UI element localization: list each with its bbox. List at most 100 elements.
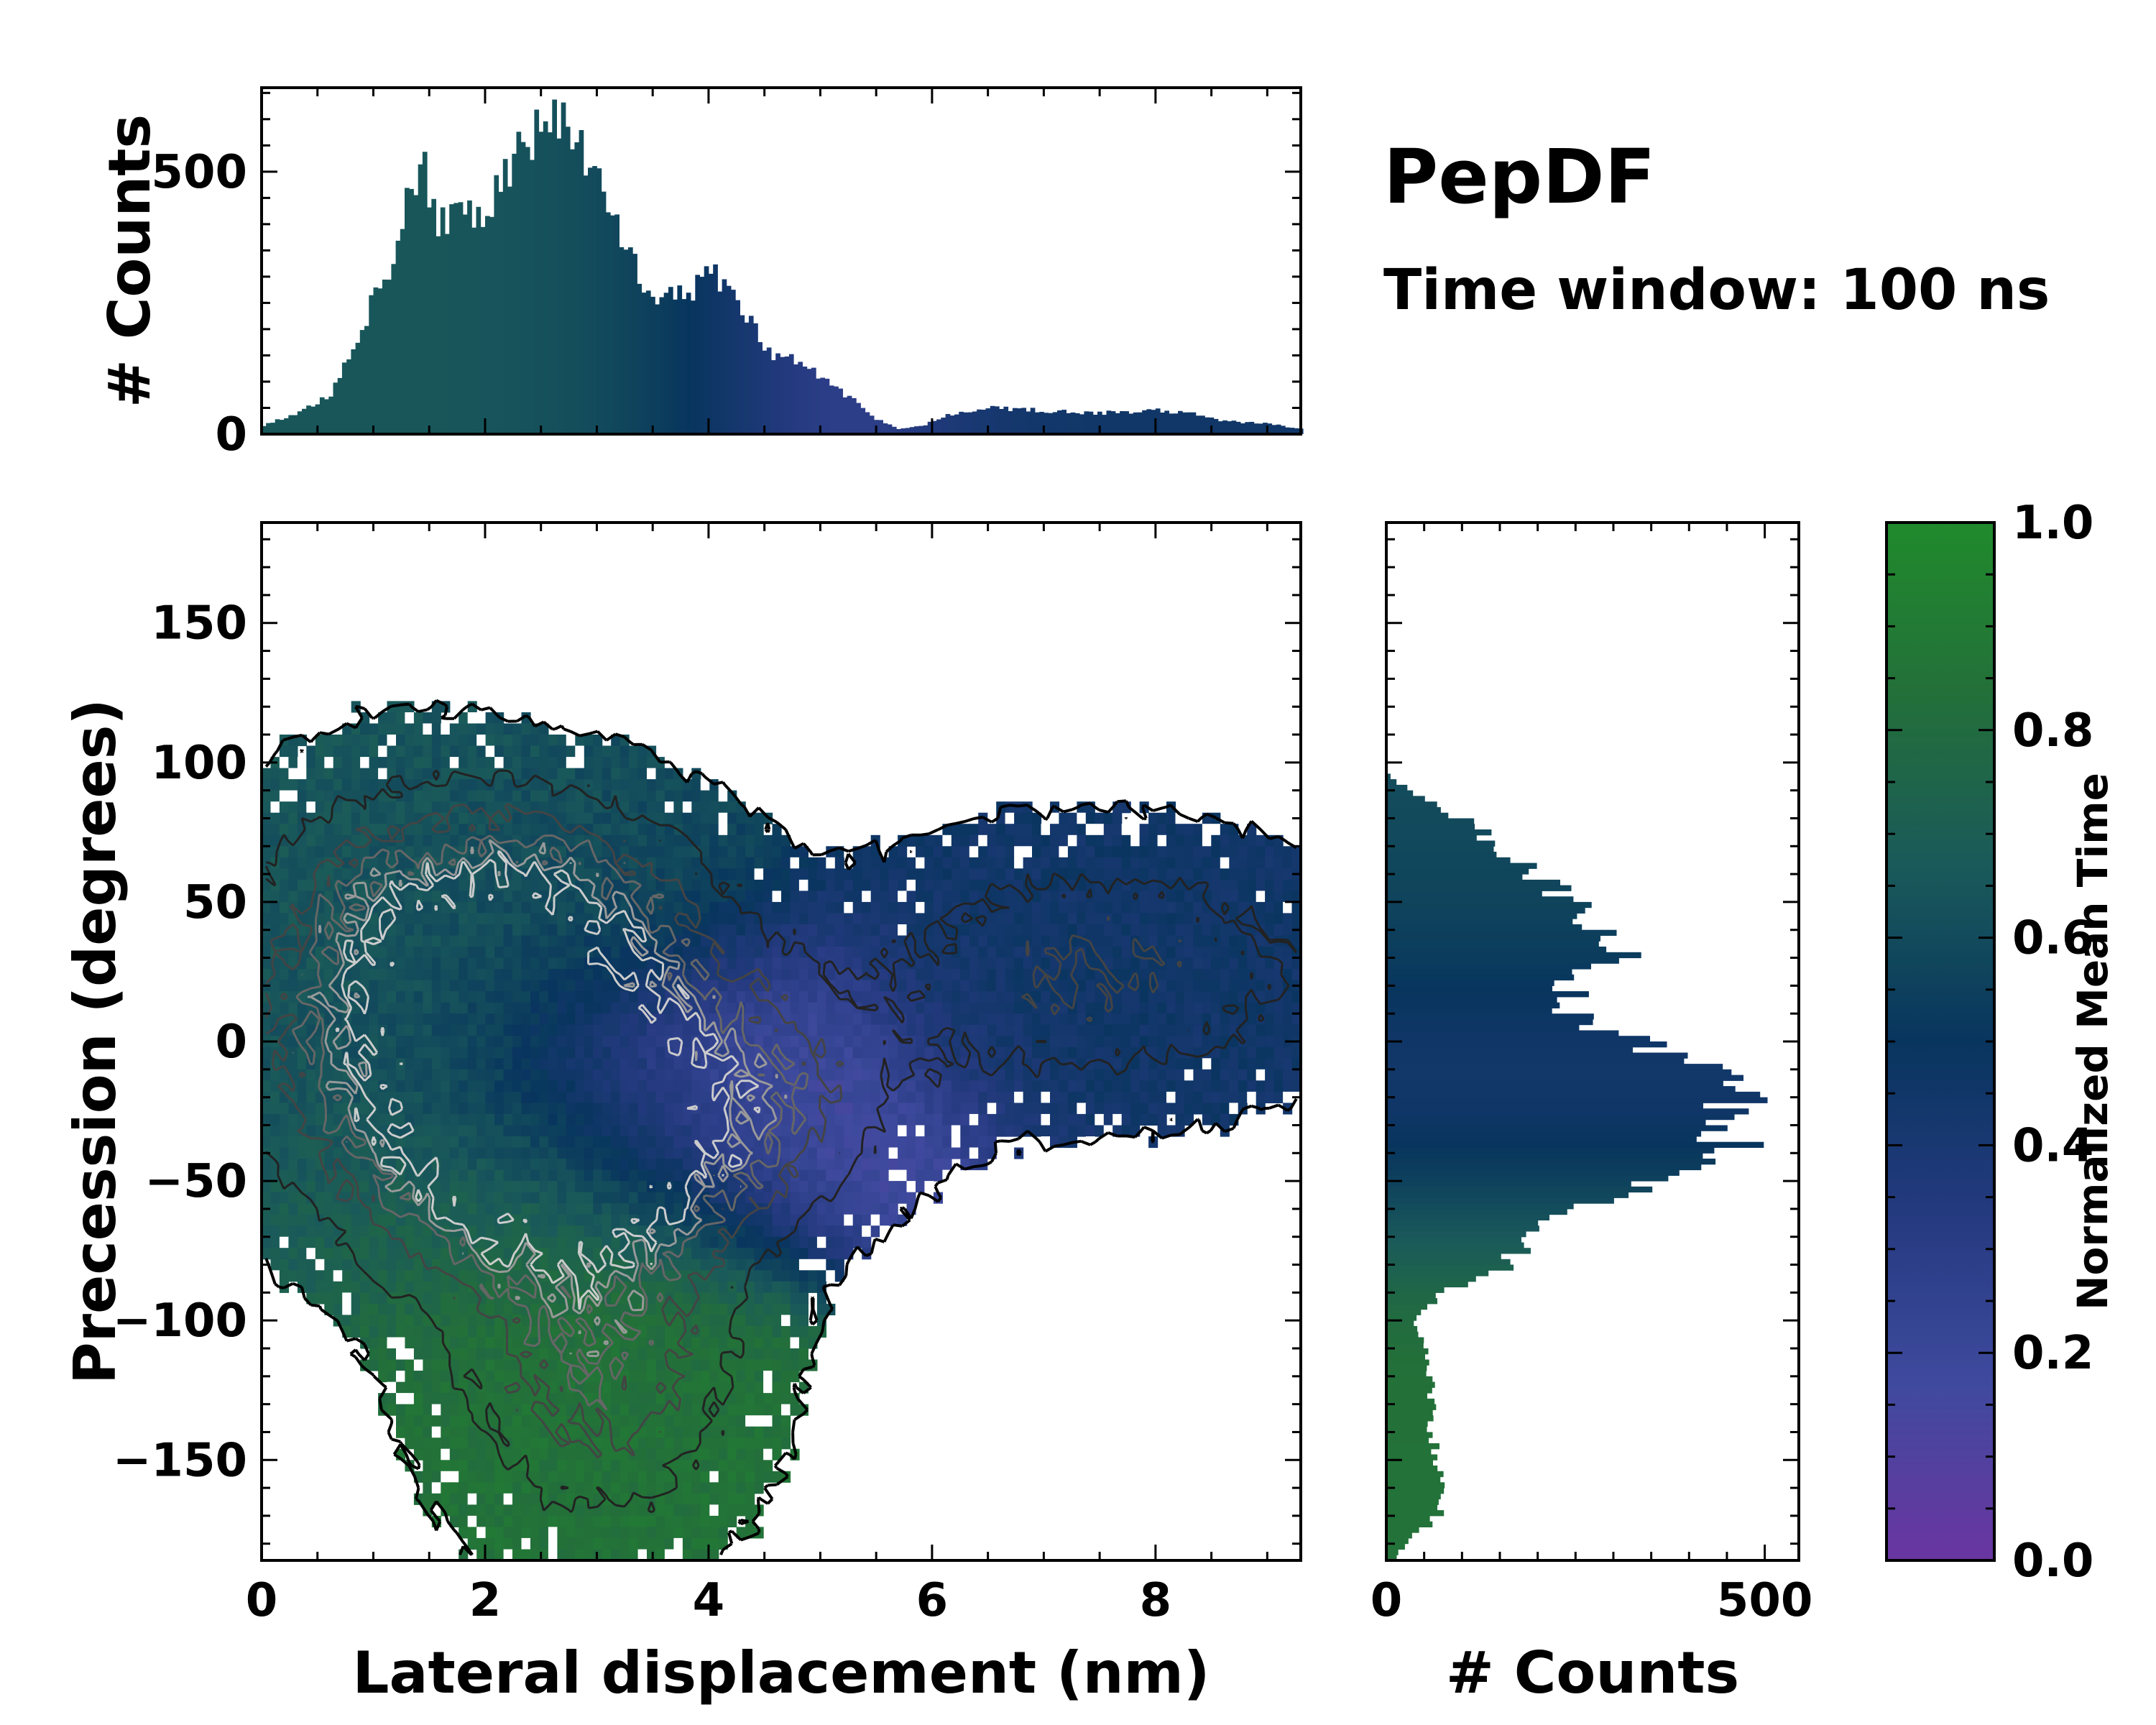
heatmap-cell xyxy=(718,935,728,947)
heatmap-cell xyxy=(494,1348,505,1361)
heatmap-cell xyxy=(862,1080,872,1092)
heatmap-cell xyxy=(324,1259,334,1271)
heatmap-cell xyxy=(405,1080,415,1092)
heatmap-cell xyxy=(736,1325,746,1338)
heatmap-cell xyxy=(844,1214,854,1226)
heatmap-cell xyxy=(1166,924,1176,937)
heatmap-cell xyxy=(700,1103,710,1115)
heatmap-cell xyxy=(664,1113,674,1126)
heatmap-cell xyxy=(1273,891,1284,903)
heatmap-cell xyxy=(790,1315,800,1327)
heatmap-cell xyxy=(655,790,665,802)
heatmap-cell xyxy=(673,834,683,847)
heatmap-cell xyxy=(798,947,808,959)
heatmap-cell xyxy=(700,846,710,858)
heatmap-cell xyxy=(1175,991,1185,1003)
heatmap-cell xyxy=(978,969,988,981)
heatmap-cell xyxy=(306,1125,316,1137)
heatmap-cell xyxy=(700,1248,710,1260)
heatmap-cell xyxy=(942,1136,952,1149)
heatmap-cell xyxy=(1041,924,1051,937)
heatmap-cell xyxy=(396,1024,406,1036)
heatmap-cell xyxy=(1175,1036,1185,1048)
heatmap-cell xyxy=(539,1136,549,1149)
heatmap-cell xyxy=(826,1002,836,1014)
heatmap-cell xyxy=(1014,812,1024,824)
heatmap-cell xyxy=(324,757,334,769)
heatmap-cell xyxy=(1166,901,1176,914)
heatmap-cell xyxy=(1265,1024,1275,1036)
heatmap-cell xyxy=(378,735,388,747)
heatmap-cell xyxy=(727,957,737,970)
heatmap-cell xyxy=(816,924,826,937)
heatmap-cell xyxy=(476,745,487,758)
heatmap-cell xyxy=(834,1113,844,1126)
heatmap-cell xyxy=(691,779,701,791)
heatmap-cell xyxy=(888,868,898,880)
heatmap-cell xyxy=(306,969,316,981)
heatmap-cell xyxy=(530,1214,540,1226)
heatmap-cell xyxy=(449,1103,459,1115)
heatmap-cell xyxy=(530,924,540,937)
heatmap-cell xyxy=(396,969,406,981)
heatmap-cell xyxy=(378,1303,388,1315)
heatmap-cell xyxy=(512,1103,522,1115)
heatmap-cell xyxy=(673,901,683,914)
heatmap-cell xyxy=(996,846,1006,858)
heatmap-cell xyxy=(512,812,522,824)
heatmap-cell xyxy=(727,868,737,880)
heatmap-cell xyxy=(655,1136,665,1149)
heatmap-cell xyxy=(736,824,746,836)
heatmap-cell xyxy=(369,1236,379,1248)
heatmap-cell xyxy=(611,735,621,747)
heatmap-cell xyxy=(1238,980,1248,992)
heatmap-cell xyxy=(1193,824,1203,836)
heatmap-cell xyxy=(691,790,701,802)
heatmap-cell xyxy=(790,1036,800,1048)
heatmap-cell xyxy=(557,913,567,925)
heatmap-cell xyxy=(852,1080,862,1092)
heatmap-cell xyxy=(566,790,576,802)
heatmap-cell xyxy=(754,1348,764,1361)
heatmap-cell xyxy=(279,790,289,802)
heatmap-cell xyxy=(279,901,289,914)
heatmap-cell xyxy=(978,1002,988,1014)
heatmap-cell xyxy=(898,879,908,891)
heatmap-cell xyxy=(880,935,890,947)
heatmap-cell xyxy=(441,1259,451,1271)
heatmap-cell xyxy=(557,1236,567,1248)
heatmap-cell xyxy=(1077,1036,1087,1048)
heatmap-cell xyxy=(467,1303,477,1315)
heatmap-cell xyxy=(691,1125,701,1137)
heatmap-cell xyxy=(673,1281,683,1293)
heatmap-cell xyxy=(1032,824,1042,836)
heatmap-cell xyxy=(834,857,844,869)
heatmap-cell xyxy=(557,779,567,791)
heatmap-cell xyxy=(503,735,513,747)
heatmap-cell xyxy=(476,957,487,970)
heatmap-cell xyxy=(1211,1024,1221,1036)
heatmap-cell xyxy=(1139,1069,1149,1081)
heatmap-cell xyxy=(611,947,621,959)
heatmap-cell xyxy=(1077,879,1087,891)
heatmap-cell xyxy=(619,801,630,814)
heatmap-cell xyxy=(548,735,558,747)
heatmap-cell xyxy=(673,1147,683,1159)
heatmap-cell xyxy=(1291,879,1301,891)
heatmap-cell xyxy=(1077,834,1087,847)
heatmap-cell xyxy=(629,812,639,824)
heatmap-cell xyxy=(396,1113,406,1126)
heatmap-cell xyxy=(781,1002,791,1014)
heatmap-cell xyxy=(387,991,397,1003)
heatmap-cell xyxy=(1023,980,1033,992)
heatmap-cell xyxy=(664,768,674,780)
heatmap-cell xyxy=(548,1069,558,1081)
heatmap-cell xyxy=(548,1248,558,1260)
heatmap-cell xyxy=(1283,1069,1293,1081)
heatmap-cell xyxy=(485,1147,495,1159)
heatmap-cell xyxy=(619,947,630,959)
heatmap-cell xyxy=(629,1091,639,1103)
heatmap-cell xyxy=(611,834,621,847)
heatmap-cell xyxy=(1256,1058,1266,1070)
heatmap-cell xyxy=(530,779,540,791)
